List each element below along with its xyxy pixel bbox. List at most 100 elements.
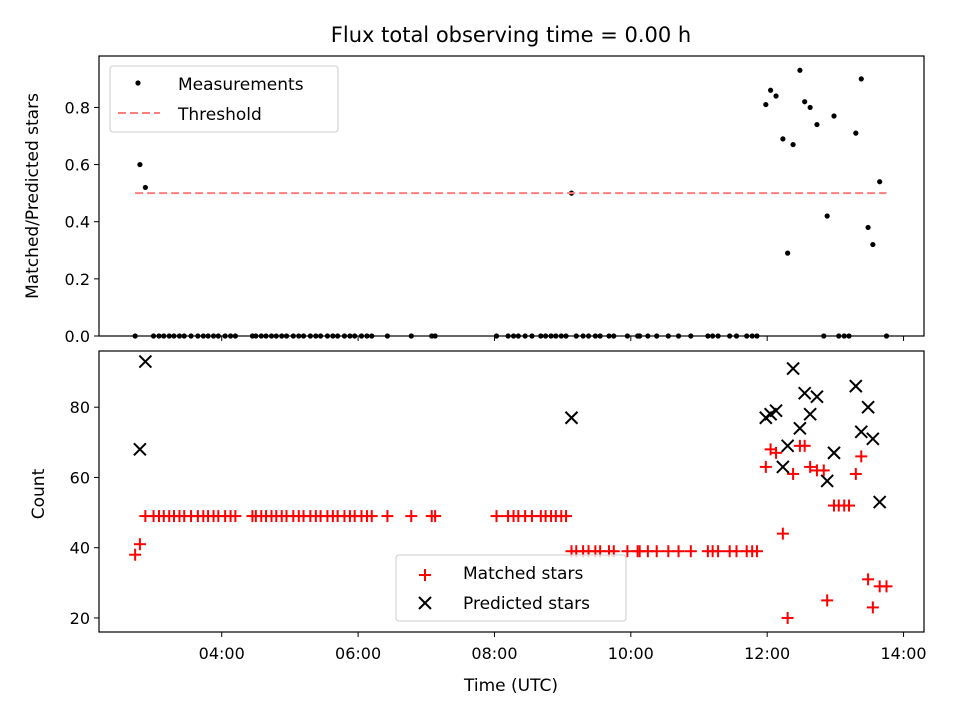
y-tick-label: 0.4 (65, 213, 90, 232)
bottom-legend: Matched stars Predicted stars (395, 554, 627, 622)
matched-star-point (365, 510, 378, 523)
matched-star-point (817, 464, 830, 477)
bottom-legend-box (395, 554, 627, 622)
matched-star-point (776, 527, 789, 540)
matched-star-point (862, 573, 875, 586)
matched-star-point (750, 545, 763, 558)
matched-star-point (560, 510, 573, 523)
legend-measurements-label: Measurements (178, 75, 304, 95)
x-tick-label: 06:00 (335, 644, 381, 663)
measurement-point (865, 224, 871, 231)
predicted-star-point (786, 361, 800, 376)
legend-predicted-label: Predicted stars (463, 594, 590, 614)
measurement-point (814, 121, 820, 128)
matched-star-point (662, 545, 675, 558)
matched-star-point (770, 446, 783, 459)
matched-star-point (621, 545, 634, 558)
matched-star-point (787, 467, 800, 480)
matched-star-point (405, 510, 418, 523)
matched-star-point (712, 545, 725, 558)
legend-matched-label: Matched stars (463, 564, 583, 584)
measurement-point (877, 179, 883, 185)
measurement-point (797, 67, 803, 73)
measurement-point (858, 76, 864, 82)
matched-star-point (129, 548, 142, 561)
top-legend: Measurements Threshold (109, 65, 339, 133)
matched-star-point (133, 538, 146, 551)
bottom-plot-frame (98, 350, 925, 633)
matched-star-point (650, 545, 663, 558)
matched-star-point (429, 510, 442, 523)
measurement-point (773, 93, 779, 99)
measurement-point (870, 241, 876, 248)
measurement-point (780, 136, 786, 142)
x-tick-label: 12:00 (744, 644, 790, 663)
predicted-star-point (827, 446, 841, 460)
measurement-point (767, 87, 774, 93)
y-tick-label: 0.2 (65, 270, 90, 289)
top-panel: 0.00.20.40.60.8 Matched/Predicted stars … (23, 55, 925, 346)
predicted-star-point (769, 404, 783, 418)
matched-star-point (672, 545, 685, 558)
predicted-star-point (793, 421, 807, 435)
predicted-star-point (564, 411, 579, 425)
measurement-point (831, 113, 837, 119)
predicted-star-point (810, 389, 824, 404)
matched-star-point (229, 510, 242, 523)
measurement-point (142, 184, 148, 191)
matched-star-point (843, 499, 855, 512)
predicted-star-point (820, 474, 834, 488)
y-tick-label: 60 (70, 468, 90, 487)
legend-threshold-label: Threshold (177, 105, 262, 125)
legend-measurements-marker (135, 80, 141, 86)
predicted-star-point (849, 379, 863, 393)
measurement-point (802, 99, 808, 105)
top-plot-frame (98, 55, 925, 337)
matched-star-point (880, 580, 893, 593)
legend-predicted-marker (418, 596, 432, 610)
bottom-plot-content (129, 354, 893, 624)
matched-star-point (849, 467, 862, 480)
x-axis-label: Time (UTC) (463, 676, 558, 696)
measurement-point (824, 213, 830, 219)
y-tick-label: 0.6 (65, 156, 90, 175)
bottom-y-axis: 20 40 60 80 (70, 398, 99, 628)
legend-matched-marker (419, 569, 431, 581)
matched-star-point (684, 545, 697, 558)
matched-star-point (490, 510, 503, 523)
x-tick-label: 10:00 (608, 644, 654, 663)
measurement-point (853, 130, 859, 136)
measurement-point (137, 161, 143, 168)
y-tick-label: 0.8 (65, 98, 90, 117)
top-legend-box (109, 65, 339, 133)
matched-star-point (866, 601, 879, 614)
top-y-axis-label: Matched/Predicted stars (23, 93, 43, 299)
chart-title: Flux total observing time = 0.00 h (331, 23, 691, 47)
measurement-point (807, 104, 813, 111)
matched-star-point (804, 460, 817, 473)
predicted-star-point (866, 432, 880, 446)
matched-star-point (798, 439, 811, 452)
bottom-y-axis-label: Count (29, 468, 49, 519)
matched-star-point (781, 611, 794, 624)
matched-star-point (855, 450, 868, 463)
matched-star-point (730, 545, 743, 558)
top-y-axis: 0.0 0.2 0.4 0.6 0.8 (65, 98, 99, 346)
bottom-x-axis: 04:00 06:00 08:00 10:00 12:00 14:00 (199, 632, 927, 663)
predicted-star-point (872, 495, 887, 509)
predicted-star-point (797, 386, 812, 400)
predicted-star-point (861, 400, 875, 414)
predicted-star-point (776, 460, 790, 474)
matched-star-point (821, 594, 834, 607)
x-tick-label: 14:00 (880, 644, 926, 663)
x-tick-label: 04:00 (199, 644, 245, 663)
predicted-star-point (803, 407, 817, 421)
predicted-star-point (133, 442, 147, 457)
matched-star-point (381, 510, 394, 523)
x-tick-label: 08:00 (471, 644, 517, 663)
predicted-star-point (780, 439, 795, 453)
y-tick-label: 20 (70, 609, 90, 628)
measurement-point (763, 101, 769, 108)
measurement-point (790, 141, 796, 148)
